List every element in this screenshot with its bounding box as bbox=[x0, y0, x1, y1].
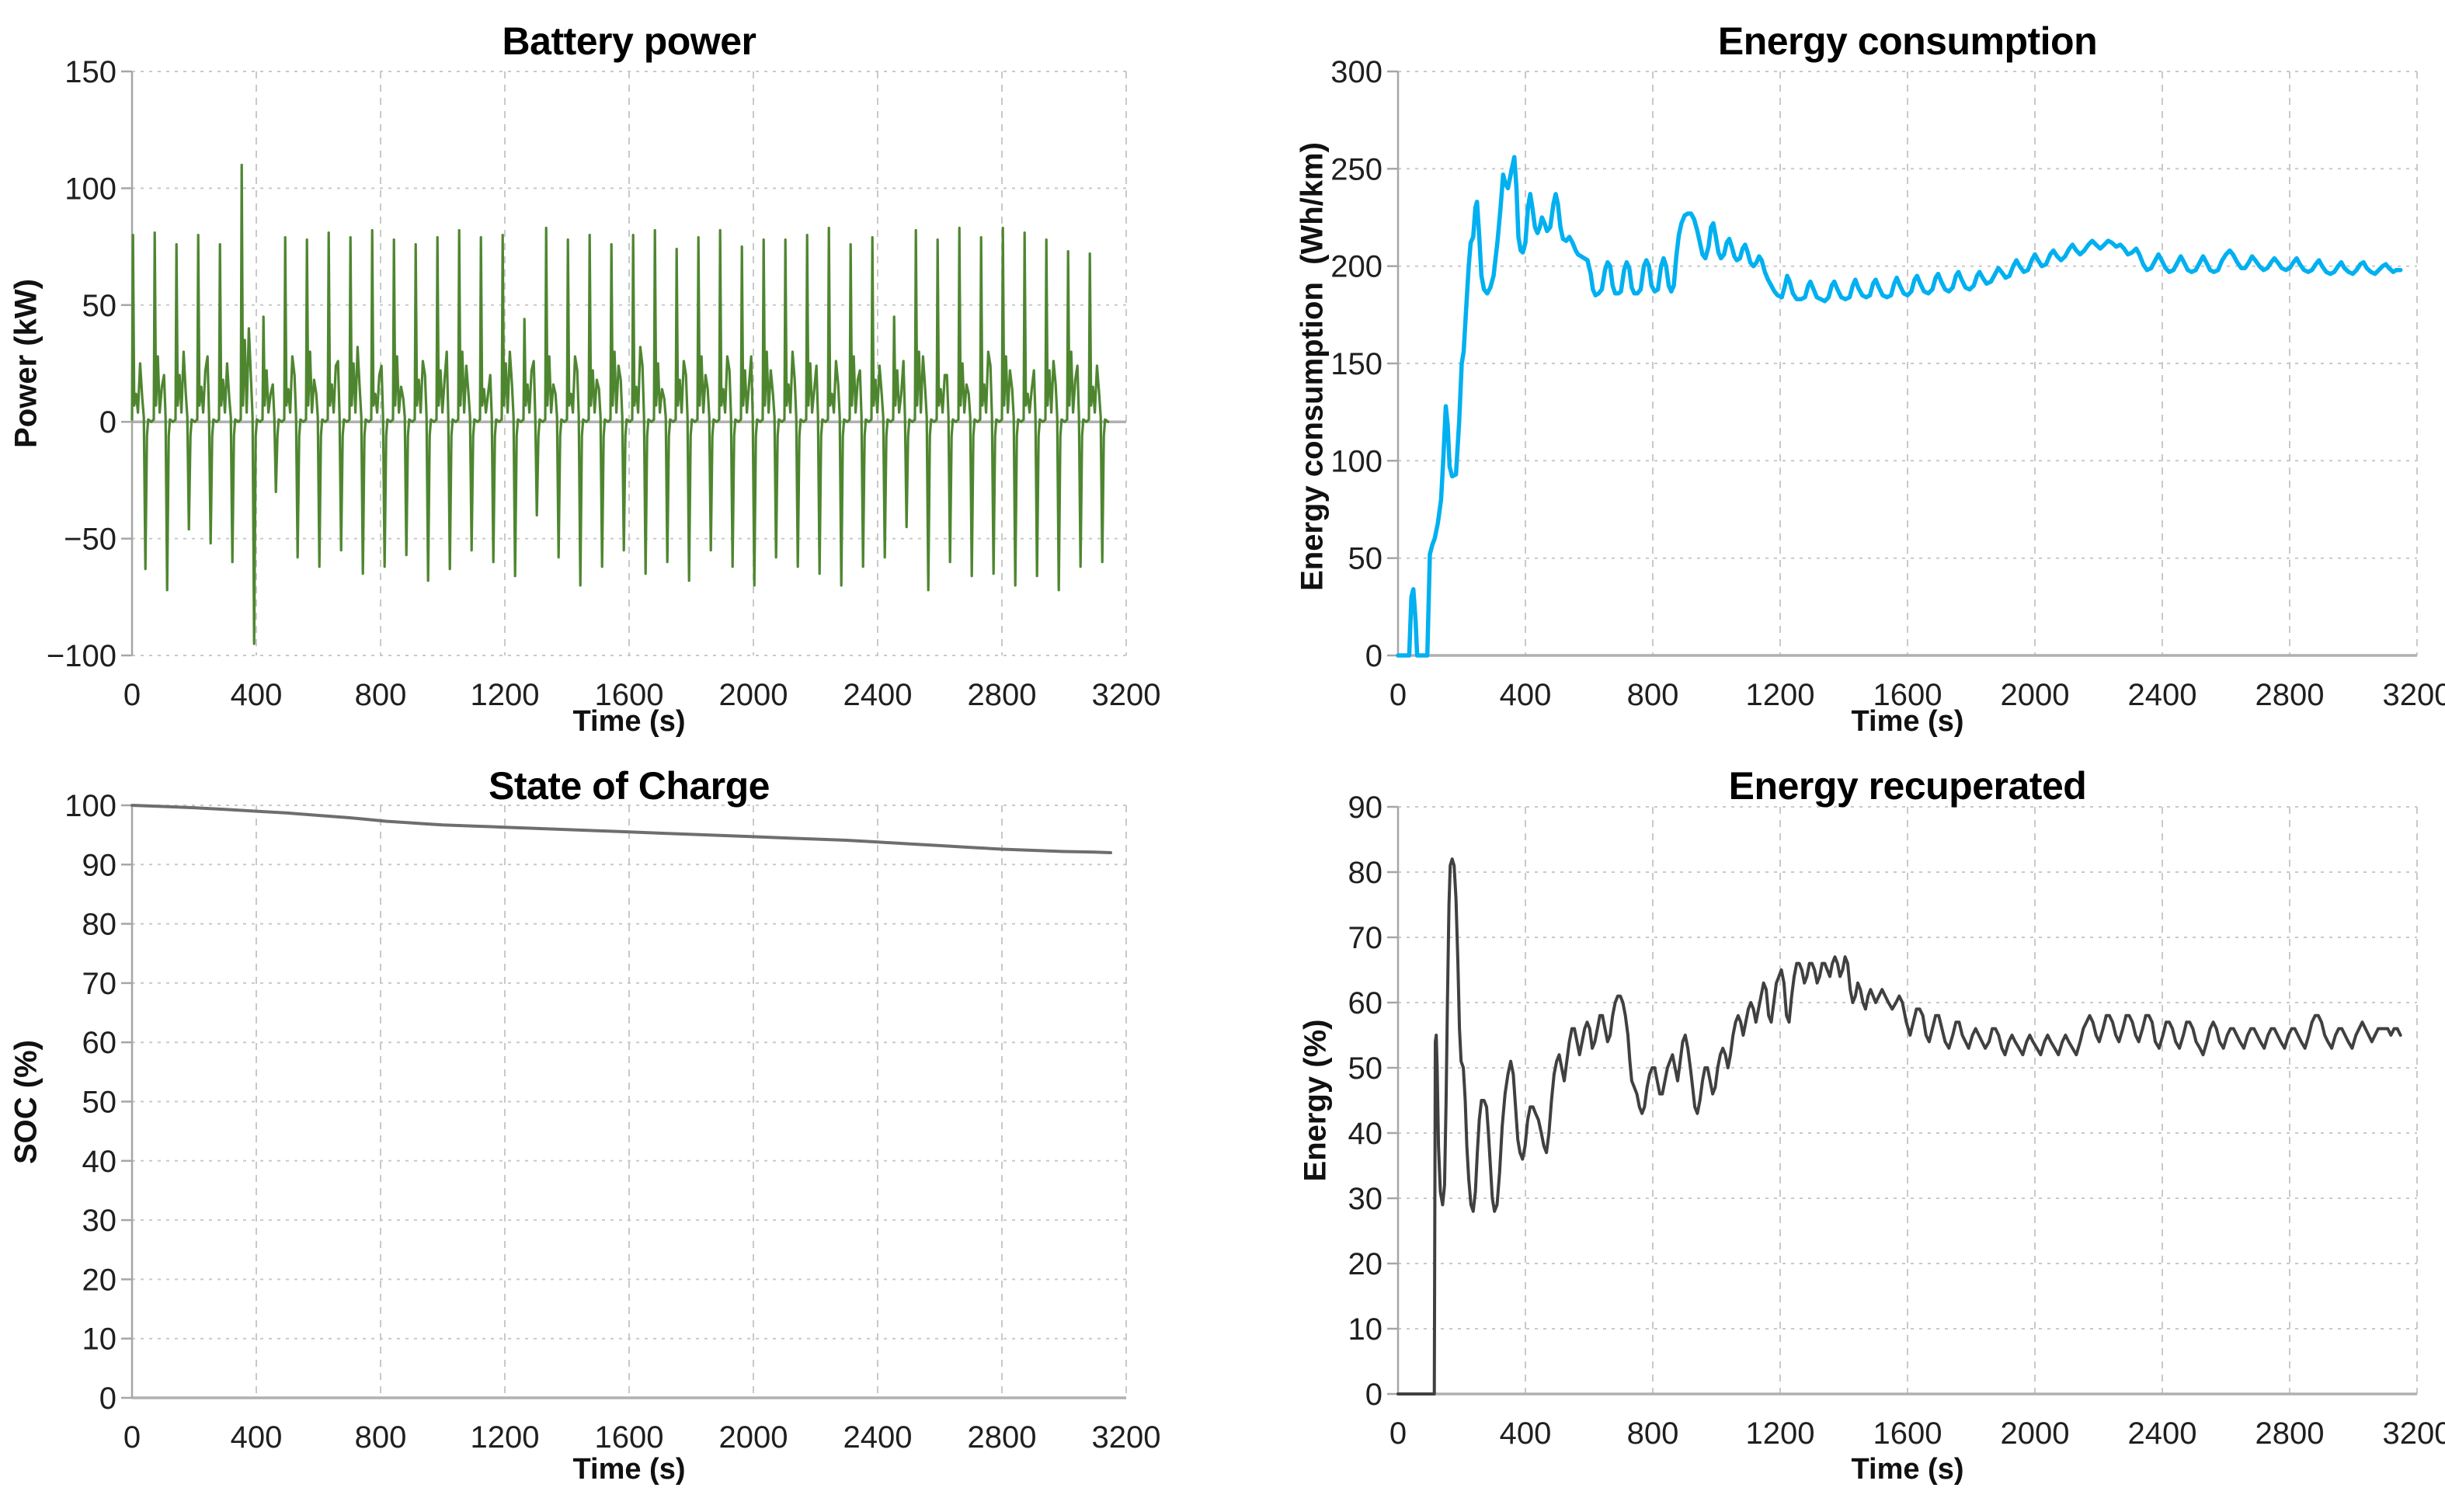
svg-text:2800: 2800 bbox=[2255, 1416, 2325, 1451]
svg-text:−50: −50 bbox=[64, 523, 117, 557]
y-axis-label-energy-recuperated: Energy (%) bbox=[1298, 1019, 1333, 1182]
svg-text:70: 70 bbox=[82, 967, 117, 1001]
svg-text:50: 50 bbox=[1348, 1051, 1383, 1086]
energy-recuperated-plot: 0 10 20 30 40 50 60 70 80 90 0 400 800 1200 1600 2000 24… bbox=[1348, 791, 2445, 1451]
svg-text:300: 300 bbox=[1330, 55, 1382, 89]
svg-text:30: 30 bbox=[82, 1204, 117, 1238]
svg-text:800: 800 bbox=[1627, 1416, 1679, 1451]
svg-text:0: 0 bbox=[1389, 1416, 1407, 1451]
chart-title-energy-recuperated: Energy recuperated bbox=[1728, 764, 2087, 808]
svg-text:0: 0 bbox=[123, 1420, 141, 1455]
chart-title-energy-consumption: Energy consumption bbox=[1717, 19, 2098, 63]
svg-text:0: 0 bbox=[99, 405, 117, 440]
svg-text:50: 50 bbox=[1348, 542, 1383, 576]
svg-text:100: 100 bbox=[64, 172, 117, 206]
svg-text:3200: 3200 bbox=[2383, 1416, 2445, 1451]
battery-power-plot: −100 −50 0 50 100 150 0 400 800 1200 1600 2000 2400 2… bbox=[47, 55, 1161, 712]
chart-energy-recuperated: 0 10 20 30 40 50 60 70 80 90 0 400 800 1200 1600 2000 24… bbox=[1222, 756, 2445, 1512]
chart-state-of-charge: 0 10 20 30 40 50 60 70 80 90 100 0 400 800 1200 1600 200… bbox=[0, 756, 1222, 1512]
chart-battery-power: −100 −50 0 50 100 150 0 400 800 1200 1600 2000 2400 2… bbox=[0, 0, 1222, 756]
chart-title-battery-power: Battery power bbox=[502, 19, 756, 63]
svg-text:60: 60 bbox=[82, 1026, 117, 1060]
svg-text:20: 20 bbox=[82, 1263, 117, 1297]
x-axis-label-time-0: Time (s) bbox=[572, 705, 686, 738]
svg-text:1600: 1600 bbox=[1873, 1416, 1942, 1451]
svg-text:30: 30 bbox=[1348, 1182, 1383, 1216]
svg-text:80: 80 bbox=[82, 908, 117, 942]
svg-text:3200: 3200 bbox=[2383, 678, 2445, 712]
svg-text:100: 100 bbox=[64, 789, 117, 823]
svg-text:1600: 1600 bbox=[595, 678, 664, 712]
svg-text:150: 150 bbox=[1330, 347, 1382, 381]
svg-text:400: 400 bbox=[231, 678, 283, 712]
svg-text:2800: 2800 bbox=[968, 1420, 1037, 1455]
state-of-charge-plot: 0 10 20 30 40 50 60 70 80 90 100 0 400 800 1200 1600 200… bbox=[64, 789, 1161, 1455]
svg-text:90: 90 bbox=[82, 848, 117, 882]
svg-text:2400: 2400 bbox=[843, 678, 913, 712]
svg-text:400: 400 bbox=[231, 1420, 283, 1455]
y-axis-label-power: Power (kW) bbox=[9, 279, 43, 448]
svg-text:200: 200 bbox=[1330, 250, 1382, 284]
svg-text:3200: 3200 bbox=[1092, 678, 1161, 712]
svg-text:0: 0 bbox=[99, 1382, 117, 1416]
svg-text:90: 90 bbox=[1348, 791, 1383, 825]
svg-text:10: 10 bbox=[1348, 1312, 1383, 1347]
svg-text:800: 800 bbox=[355, 1420, 407, 1455]
svg-text:800: 800 bbox=[1627, 678, 1679, 712]
energy-consumption-plot: 0 50 100 150 200 250 300 0 400 800 1200 1600 2000 240… bbox=[1330, 55, 2445, 712]
svg-text:50: 50 bbox=[82, 1086, 117, 1120]
x-axis-label-time-3: Time (s) bbox=[1851, 1453, 1964, 1486]
svg-text:50: 50 bbox=[82, 289, 117, 323]
svg-text:0: 0 bbox=[1365, 639, 1382, 673]
y-axis-label-soc: SOC (%) bbox=[9, 1040, 43, 1164]
svg-text:0: 0 bbox=[1365, 1378, 1382, 1412]
svg-text:20: 20 bbox=[1348, 1247, 1383, 1281]
chart-title-state-of-charge: State of Charge bbox=[488, 764, 770, 808]
svg-text:1600: 1600 bbox=[595, 1420, 664, 1455]
svg-text:100: 100 bbox=[1330, 444, 1382, 478]
svg-text:0: 0 bbox=[123, 678, 141, 712]
svg-text:40: 40 bbox=[82, 1145, 117, 1179]
svg-text:2400: 2400 bbox=[843, 1420, 913, 1455]
svg-text:1600: 1600 bbox=[1873, 678, 1942, 712]
svg-text:2000: 2000 bbox=[719, 1420, 788, 1455]
svg-text:70: 70 bbox=[1348, 921, 1383, 955]
chart-energy-consumption: 0 50 100 150 200 250 300 0 400 800 1200 1600 2000 240… bbox=[1222, 0, 2445, 756]
svg-text:2000: 2000 bbox=[2001, 678, 2070, 712]
svg-text:10: 10 bbox=[82, 1323, 117, 1357]
svg-text:800: 800 bbox=[355, 678, 407, 712]
x-axis-label-time-1: Time (s) bbox=[1851, 705, 1964, 738]
svg-text:2400: 2400 bbox=[2128, 678, 2197, 712]
svg-text:400: 400 bbox=[1500, 678, 1552, 712]
svg-text:2800: 2800 bbox=[2255, 678, 2325, 712]
svg-text:150: 150 bbox=[64, 55, 117, 89]
svg-text:2000: 2000 bbox=[719, 678, 788, 712]
svg-text:1200: 1200 bbox=[1746, 1416, 1815, 1451]
x-axis-label-time-2: Time (s) bbox=[572, 1453, 686, 1486]
svg-text:60: 60 bbox=[1348, 986, 1383, 1020]
svg-text:1200: 1200 bbox=[471, 1420, 540, 1455]
svg-text:2000: 2000 bbox=[2001, 1416, 2070, 1451]
svg-text:400: 400 bbox=[1500, 1416, 1552, 1451]
svg-text:1200: 1200 bbox=[1746, 678, 1815, 712]
svg-text:250: 250 bbox=[1330, 152, 1382, 186]
svg-text:2800: 2800 bbox=[968, 678, 1037, 712]
svg-text:80: 80 bbox=[1348, 856, 1383, 890]
svg-text:40: 40 bbox=[1348, 1117, 1383, 1151]
svg-text:0: 0 bbox=[1389, 678, 1407, 712]
svg-text:3200: 3200 bbox=[1092, 1420, 1161, 1455]
svg-text:1200: 1200 bbox=[471, 678, 540, 712]
y-axis-label-energy-consumption: Energy consumption (Wh/km) bbox=[1295, 142, 1330, 591]
svg-text:2400: 2400 bbox=[2128, 1416, 2197, 1451]
svg-text:−100: −100 bbox=[47, 639, 117, 673]
